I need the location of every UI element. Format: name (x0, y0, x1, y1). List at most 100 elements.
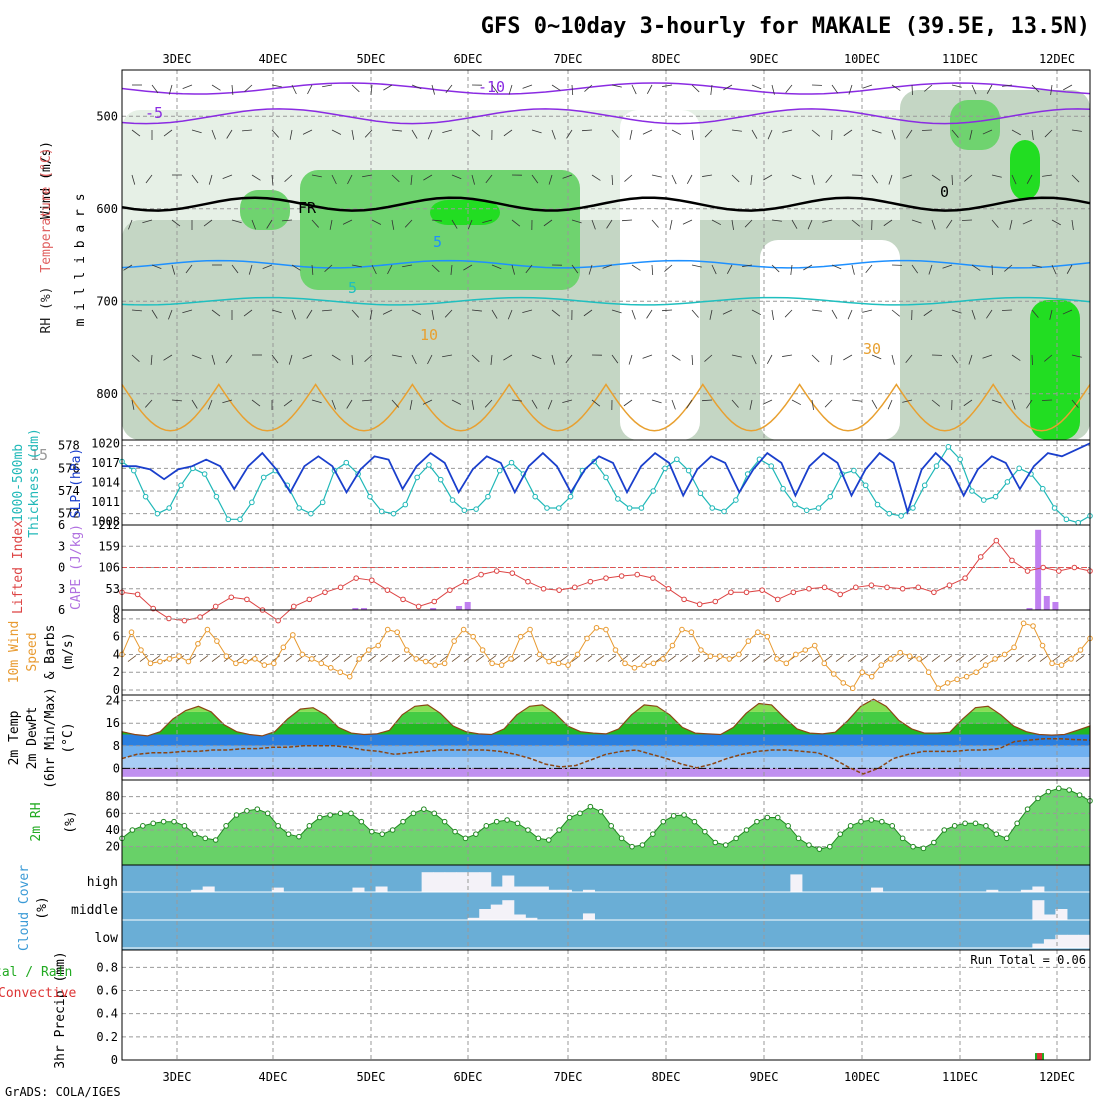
cloud-row-label: low (95, 931, 119, 946)
lifted-index-line-point (323, 590, 328, 595)
thickness-line-point (403, 502, 408, 507)
rh-line-point (328, 813, 333, 818)
wind-speed-line-point (803, 648, 808, 653)
lifted-index-line-point (1056, 569, 1061, 574)
panel3-labels: Lifted Index CAPE (J/kg) (11, 520, 84, 614)
thickness-line-point (132, 468, 137, 473)
p7-y-2: (%) (35, 896, 50, 919)
rh-line-point (827, 844, 832, 849)
thickness-line-point (934, 464, 939, 469)
p5-y-1: 2m Temp (7, 710, 22, 765)
rh-line-point (880, 819, 885, 824)
cape-bar (1052, 602, 1058, 610)
wind-speed-line-point (300, 652, 305, 657)
thickness-line-point (1076, 520, 1081, 525)
lifted-index-line-point (370, 578, 375, 583)
p4-ytick: 2 (113, 665, 120, 679)
rh-line-point (755, 819, 760, 824)
thickness-line-point (981, 498, 986, 503)
surface-wind-barb (644, 656, 652, 662)
date-label-bottom: 12DEC (1039, 1070, 1075, 1084)
cloud-bar-high (433, 872, 445, 892)
p3-y-li: Lifted Index (11, 520, 26, 614)
p5-ytick: 8 (113, 739, 120, 753)
date-label-top: 5DEC (357, 52, 386, 66)
panel4-labels: 10m Wind Speed & Barbs (m/s) (7, 621, 76, 684)
run-total: Run Total = 0.06 (970, 953, 1086, 967)
panel-precip (122, 950, 1090, 1060)
thickness-line-point (863, 483, 868, 488)
date-label-top: 11DEC (942, 52, 978, 66)
rh-line-point (307, 824, 312, 829)
rh-line-point (536, 836, 541, 841)
rh-line-point (526, 828, 531, 833)
surface-wind-barb (1076, 656, 1084, 662)
wind-speed-line-point (205, 627, 210, 632)
rh-line-point (349, 811, 354, 816)
lifted-index-line-point (557, 588, 562, 593)
rh-line-point (338, 811, 343, 816)
surface-wind-barb (1040, 656, 1048, 662)
wind-speed-line-point (945, 681, 950, 686)
rh-line-point (640, 843, 645, 848)
rh-line-point (172, 819, 177, 824)
cloud-bar-high (203, 887, 215, 893)
cloud-bar-middle (514, 915, 526, 921)
surface-wind-barb (608, 656, 616, 662)
thickness-line-point (379, 509, 384, 514)
surface-wind-barb (752, 656, 760, 662)
p5-ytick: 24 (106, 694, 120, 708)
rh-line-point (411, 811, 416, 816)
wind-speed-line-point (196, 641, 201, 646)
wind-speed-line-point (604, 627, 609, 632)
thickness-line-point (556, 506, 561, 511)
wind-speed-line-point (1078, 648, 1083, 653)
p8-ytick: 0 (111, 1053, 118, 1067)
rh-line-point (1056, 786, 1061, 791)
lifted-index-line-point (448, 588, 453, 593)
rh-line-point (900, 836, 905, 841)
p3-ytick-right: 159 (98, 539, 120, 553)
wind-speed-line-point (243, 659, 248, 664)
wind-speed-line-point (737, 652, 742, 657)
cloud-bar-high (479, 872, 491, 892)
rh-line-point (297, 834, 302, 839)
wind-speed-line-point (423, 659, 428, 664)
p2-ytick-right: 1011 (91, 495, 120, 509)
surface-wind-barb (740, 656, 748, 662)
rh-line-point (838, 832, 843, 837)
rh-line-point (775, 815, 780, 820)
date-label-top: 4DEC (259, 52, 288, 66)
p5-y-2: 2m DewPt (25, 707, 40, 770)
thickness-line-point (639, 506, 644, 511)
wind-speed-line-point (670, 643, 675, 648)
cloud-bar-high (422, 872, 434, 892)
lifted-index-line-point (1025, 569, 1030, 574)
lifted-index-line-point (401, 597, 406, 602)
thickness-line-point (368, 494, 373, 499)
rh-line-point (796, 836, 801, 841)
lifted-index-line-point (697, 602, 702, 607)
thickness-line-point (1052, 506, 1057, 511)
cloud-bar-middle (479, 909, 491, 920)
thickness-line-point (1005, 480, 1010, 485)
rh-line-point (557, 828, 562, 833)
rh-line-point (869, 818, 874, 823)
p2-ytick-right: 1020 (91, 436, 120, 450)
wind-speed-line-point (860, 670, 865, 675)
rh-line-point (1025, 807, 1030, 812)
thickness-line-point (214, 494, 219, 499)
rh-line-point (932, 840, 937, 845)
rh-line-point (203, 836, 208, 841)
thickness-line-point (344, 460, 349, 465)
rh-line-point (952, 824, 957, 829)
thickness-line-point (686, 468, 691, 473)
wind-speed-line-point (224, 654, 229, 659)
rh-line-point (151, 821, 156, 826)
wind-speed-line-point (376, 643, 381, 648)
panel6-labels: 2m RH (%) (29, 802, 78, 841)
rh-line-point (661, 819, 666, 824)
wind-speed-line-point (575, 652, 580, 657)
rh-line-point (963, 821, 968, 826)
surface-wind-barb (968, 656, 976, 662)
